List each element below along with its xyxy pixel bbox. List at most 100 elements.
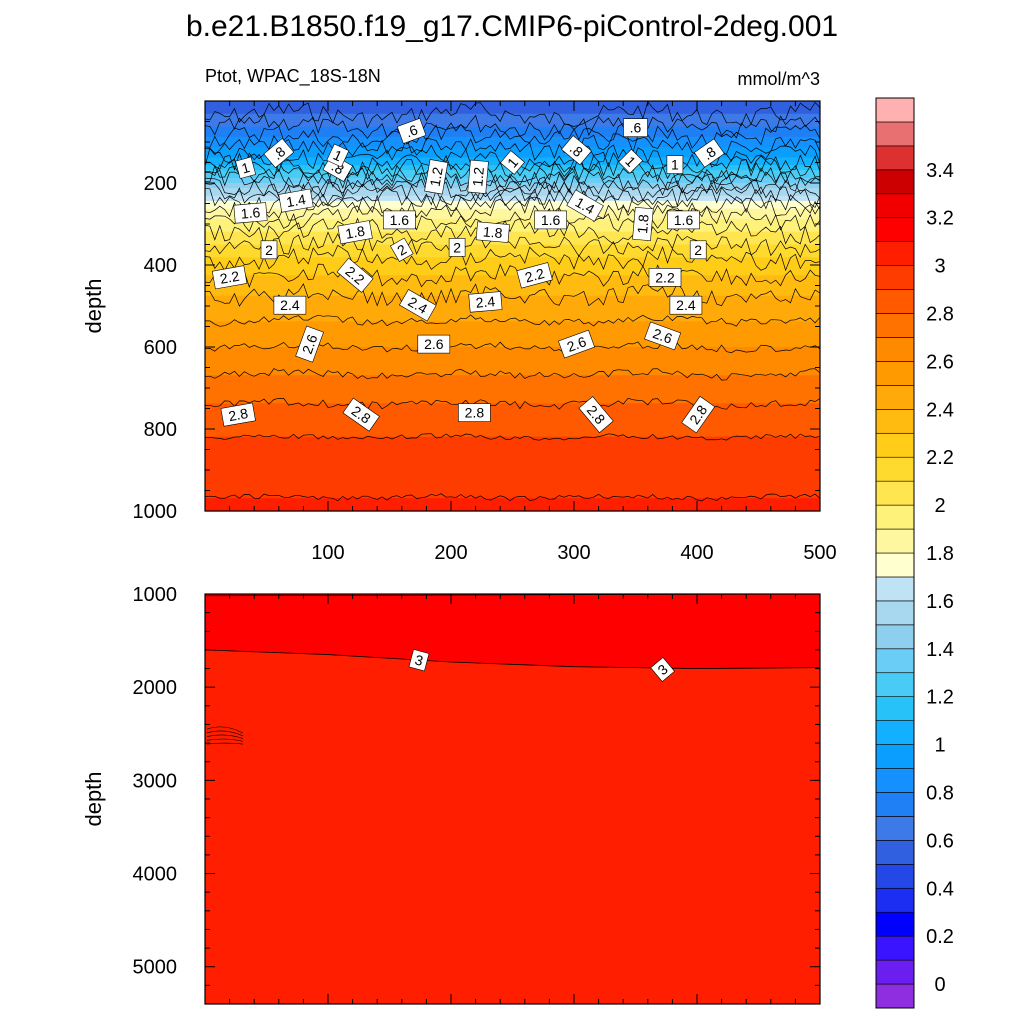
contour-label: 1.4 [278,188,314,213]
colorbar-tick-label: 2.2 [926,447,954,469]
upper-field [205,101,820,512]
field-strip [205,311,820,315]
contour-label: 2.6 [417,334,451,354]
contour-label: 1.8 [475,221,510,243]
y-tick-label: 1000 [133,501,178,523]
field-strip [205,108,820,112]
field-strip [205,380,820,384]
colorbar-swatch [875,241,915,266]
field-strip [205,259,820,264]
field-strip [205,262,820,266]
contour-line [204,217,821,246]
field-strip [205,300,820,305]
field-strip [205,272,820,276]
field-strip [205,236,820,240]
field-strip [205,441,820,445]
upper-contour-labels: .6.61.8.811.2 1.21.81 1.81.41.6 1.61.8 1.81.… [211,117,725,434]
field-strip [205,252,820,256]
field-strip [205,318,820,322]
contour-line [205,314,821,327]
field-strip [205,231,820,235]
field-strip [205,285,820,289]
colorbar-swatch [875,409,915,434]
contour-label: 1.8 [337,220,373,245]
field-strip [205,316,820,320]
colorbar-tick-label: 1.2 [926,687,954,709]
field-strip [205,270,820,274]
contour-label-text: 2.6 [565,333,589,355]
field-strip [205,239,820,243]
field-strip [205,172,820,176]
field-strip [205,362,820,366]
field-fill-upper [205,594,820,669]
colorbar-tick-label: 1.4 [926,639,954,661]
field-strip [205,367,820,371]
contour-label: 1.2 [424,159,449,195]
contour-label: 1.8 [632,206,654,242]
colorbar-swatch [875,480,915,506]
contour-label-box [260,240,278,260]
field-strip [205,359,820,363]
field-strip [205,439,820,443]
field-strip [205,495,820,499]
field-strip [205,211,820,215]
field-strip [205,313,820,317]
contour-label-box [693,138,725,168]
colorbar-swatch [875,720,915,745]
contour-line [204,433,821,441]
y-tick-label: 3000 [133,770,178,792]
contour-label-box [468,291,503,313]
contour-label: .6 [623,118,648,137]
field-strip [205,234,820,238]
field-strip [205,352,820,356]
contour-label-box [417,334,451,354]
x-tick-label: 400 [680,542,713,564]
contour-label: 2 [689,240,707,260]
field-strip [205,503,820,507]
field-strip [205,183,820,187]
field-strip [205,339,820,343]
field-strip [205,206,820,210]
field-strip [205,405,820,410]
field-strip [205,195,820,199]
contour-line [204,186,821,214]
y-tick-label: 200 [144,173,177,195]
contour-label-box [233,202,268,224]
field-strip [205,290,820,294]
field-strip [205,147,820,151]
contour-label-box [235,156,257,179]
contour-label: 2.6 [295,325,324,363]
field-strip [205,218,820,223]
contour-line [206,734,244,739]
colorbar-swatch [875,552,915,578]
field-strip [205,467,820,471]
field-strip [205,418,820,422]
field-strip [205,400,820,404]
contour-label-box [648,267,682,287]
field-strip [205,229,820,233]
colorbar-tick-label: 2 [934,495,945,517]
colorbar-tick-label: 2.8 [926,304,954,326]
contour-label-box [666,155,684,174]
colorbar-swatch [875,289,915,314]
contour-label-text: 2 [694,242,702,258]
field-strip [205,277,820,281]
colorbar-tick-label: 0.4 [926,878,954,900]
contour-line [204,169,821,197]
colorbar-swatch [875,983,915,1009]
contour-label-box [382,210,416,230]
contour-label-text: 1 [240,159,252,177]
field-strip [205,280,820,284]
colorbar-swatch [875,169,915,195]
field-strip [205,452,820,456]
contour-label-text: 2.4 [676,297,696,313]
field-strip [205,244,820,248]
colorbar-tick-label: 3.4 [926,160,954,182]
field-strip [205,226,820,230]
contour-label: 1 [326,143,350,168]
x-tick-label: 200 [434,542,467,564]
contour-label: 2.8 [458,403,491,422]
contour-label: 2.2 [648,267,682,287]
contour-label: .8 [693,138,725,168]
contour-label-box [273,295,307,315]
